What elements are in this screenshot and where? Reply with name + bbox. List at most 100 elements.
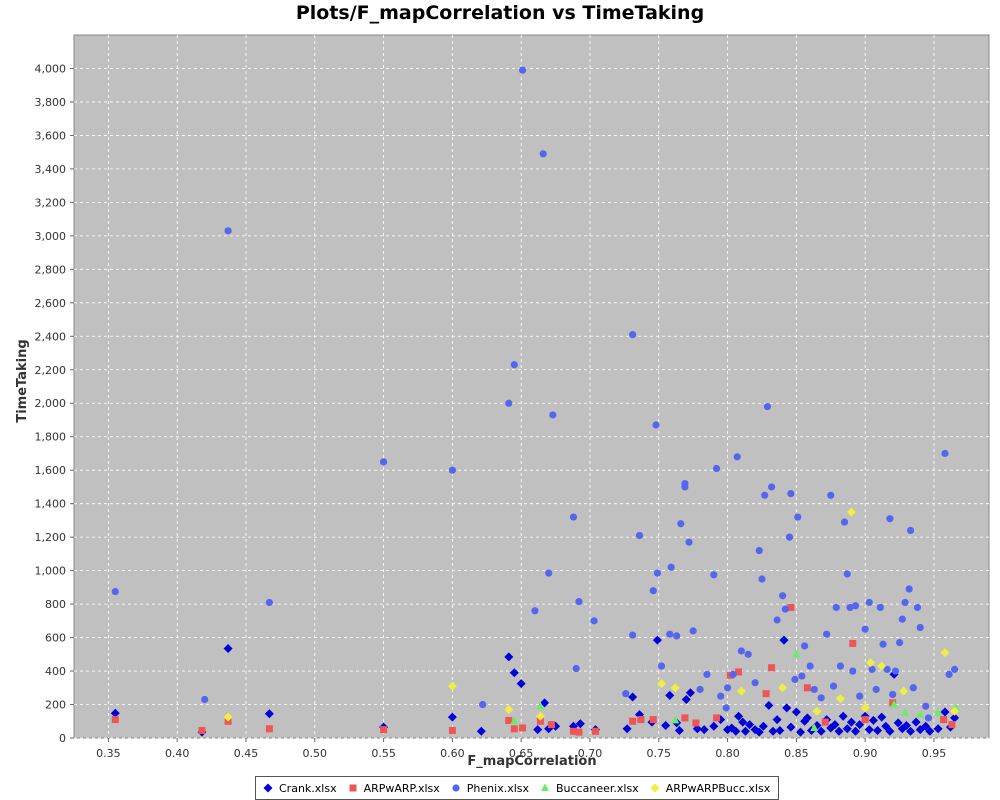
- data-point: [736, 686, 746, 696]
- data-point: [731, 726, 741, 736]
- y-tick-label: 600: [45, 632, 66, 645]
- data-point: [940, 648, 950, 658]
- data-point: [111, 587, 119, 596]
- data-point: [890, 700, 899, 708]
- x-axis-label: F_mapCorrelation: [467, 754, 596, 769]
- data-point: [861, 625, 869, 633]
- data-point: [665, 690, 675, 700]
- data-point: [692, 719, 700, 727]
- data-point: [540, 698, 550, 708]
- legend-swatch: [452, 784, 460, 792]
- data-point: [696, 685, 704, 694]
- data-point: [795, 727, 805, 737]
- data-point: [591, 727, 599, 735]
- data-point: [761, 491, 769, 499]
- data-points: [110, 66, 960, 737]
- x-tick-label: 0.40: [165, 747, 190, 760]
- data-point: [940, 707, 950, 717]
- data-point: [447, 712, 457, 722]
- data-point: [628, 692, 638, 702]
- data-point: [840, 518, 849, 526]
- data-point: [872, 685, 880, 694]
- data-point: [673, 632, 681, 640]
- data-point: [264, 709, 274, 719]
- data-point: [713, 714, 721, 722]
- data-point: [889, 690, 897, 699]
- data-point: [703, 670, 711, 678]
- legend-label: Crank.xlsx: [279, 781, 337, 795]
- legend-marker: [452, 784, 460, 792]
- data-point: [505, 716, 513, 724]
- y-tick-label: 3,800: [35, 96, 67, 109]
- data-point: [898, 615, 906, 623]
- data-point: [657, 679, 667, 689]
- x-tick-label: 0.50: [303, 747, 328, 760]
- data-point: [873, 725, 883, 735]
- data-point: [652, 421, 660, 429]
- data-point: [802, 713, 812, 723]
- data-point: [856, 692, 864, 700]
- data-point: [677, 520, 685, 528]
- y-tick-label: 2,200: [35, 364, 67, 377]
- y-tick-label: 200: [45, 699, 66, 712]
- x-tick-label: 0.65: [509, 747, 534, 760]
- x-tick-label: 0.75: [647, 747, 672, 760]
- y-tick-label: 400: [45, 665, 66, 678]
- data-point: [901, 598, 909, 607]
- data-point: [380, 726, 388, 734]
- data-point: [785, 533, 794, 541]
- data-point: [876, 603, 884, 612]
- y-tick-label: 800: [45, 598, 66, 611]
- data-point: [950, 713, 960, 723]
- y-tick-label: 1,200: [35, 531, 67, 544]
- data-point: [794, 513, 802, 521]
- y-tick-label: 3,400: [35, 163, 67, 176]
- legend-item: ARPwARPBucc.xlsx: [649, 782, 770, 795]
- data-point: [843, 570, 851, 578]
- legend-swatch: [650, 783, 660, 793]
- data-point: [832, 603, 840, 612]
- data-point: [518, 66, 527, 74]
- y-tick-label: 3,200: [35, 196, 67, 209]
- data-point: [868, 665, 876, 673]
- data-point: [773, 616, 781, 624]
- data-point: [948, 721, 956, 729]
- data-point: [629, 631, 637, 639]
- x-tick-label: 0.60: [440, 747, 465, 760]
- data-point: [549, 411, 557, 419]
- grid-lines: [74, 35, 989, 739]
- legend-label: ARPwARP.xlsx: [363, 781, 440, 795]
- data-point: [791, 675, 799, 684]
- data-point: [883, 665, 891, 673]
- data-point: [476, 726, 486, 736]
- data-point: [866, 658, 876, 668]
- data-point: [821, 718, 829, 726]
- data-point: [877, 661, 887, 671]
- data-point: [816, 726, 826, 736]
- data-point: [717, 692, 725, 700]
- y-tick-label: 1,000: [35, 565, 67, 578]
- data-point: [671, 715, 680, 724]
- data-point: [899, 686, 909, 696]
- chart-title: Plots/F_mapCorrelation vs TimeTaking: [295, 2, 705, 24]
- axes: 0.35 0.40 0.45 0.50 0.55 0.60 0.65 0.70 0.75 0.80…: [35, 62, 947, 760]
- data-point: [198, 726, 206, 734]
- data-point: [738, 717, 748, 727]
- x-tick-label: 0.90: [853, 747, 878, 760]
- data-point: [803, 684, 811, 692]
- data-point: [868, 715, 878, 725]
- data-point: [692, 724, 702, 734]
- legend-marker: [349, 784, 357, 792]
- data-point: [575, 728, 583, 736]
- x-tick-label: 0.45: [234, 747, 259, 760]
- legend-item: ARPwARP.xlsx: [347, 782, 440, 795]
- data-point: [791, 707, 801, 717]
- data-point: [622, 690, 630, 698]
- data-point: [950, 706, 960, 716]
- data-point: [744, 650, 752, 658]
- legend-marker: [263, 783, 273, 793]
- legend-swatch: [541, 783, 550, 791]
- data-point: [685, 688, 695, 698]
- data-point: [782, 703, 792, 713]
- data-point: [539, 150, 547, 158]
